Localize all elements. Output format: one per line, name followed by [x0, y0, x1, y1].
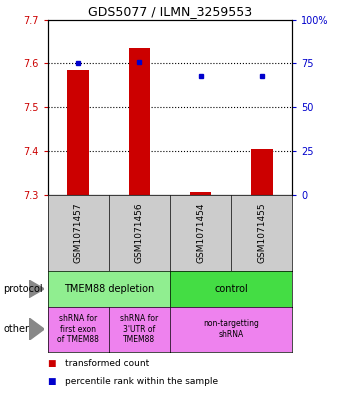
Bar [251, 149, 273, 195]
Text: non-targetting
shRNA: non-targetting shRNA [203, 320, 259, 339]
Text: shRNA for
first exon
of TMEM88: shRNA for first exon of TMEM88 [57, 314, 99, 344]
Text: GSM1071454: GSM1071454 [196, 203, 205, 263]
Polygon shape [29, 280, 44, 298]
Text: GSM1071455: GSM1071455 [257, 202, 266, 263]
Polygon shape [29, 318, 44, 340]
Text: other: other [3, 324, 29, 334]
Text: TMEM88 depletion: TMEM88 depletion [64, 284, 154, 294]
Text: control: control [214, 284, 248, 294]
Text: transformed count: transformed count [65, 359, 149, 368]
Bar [129, 48, 150, 195]
Text: protocol: protocol [3, 284, 43, 294]
Text: percentile rank within the sample: percentile rank within the sample [65, 377, 218, 386]
Text: GSM1071457: GSM1071457 [74, 202, 83, 263]
Title: GDS5077 / ILMN_3259553: GDS5077 / ILMN_3259553 [88, 6, 252, 18]
Text: ■: ■ [48, 359, 56, 368]
Bar [68, 70, 89, 195]
Text: GSM1071456: GSM1071456 [135, 202, 144, 263]
Text: ■: ■ [48, 377, 56, 386]
Bar [190, 192, 211, 195]
Text: shRNA for
3'UTR of
TMEM88: shRNA for 3'UTR of TMEM88 [120, 314, 158, 344]
